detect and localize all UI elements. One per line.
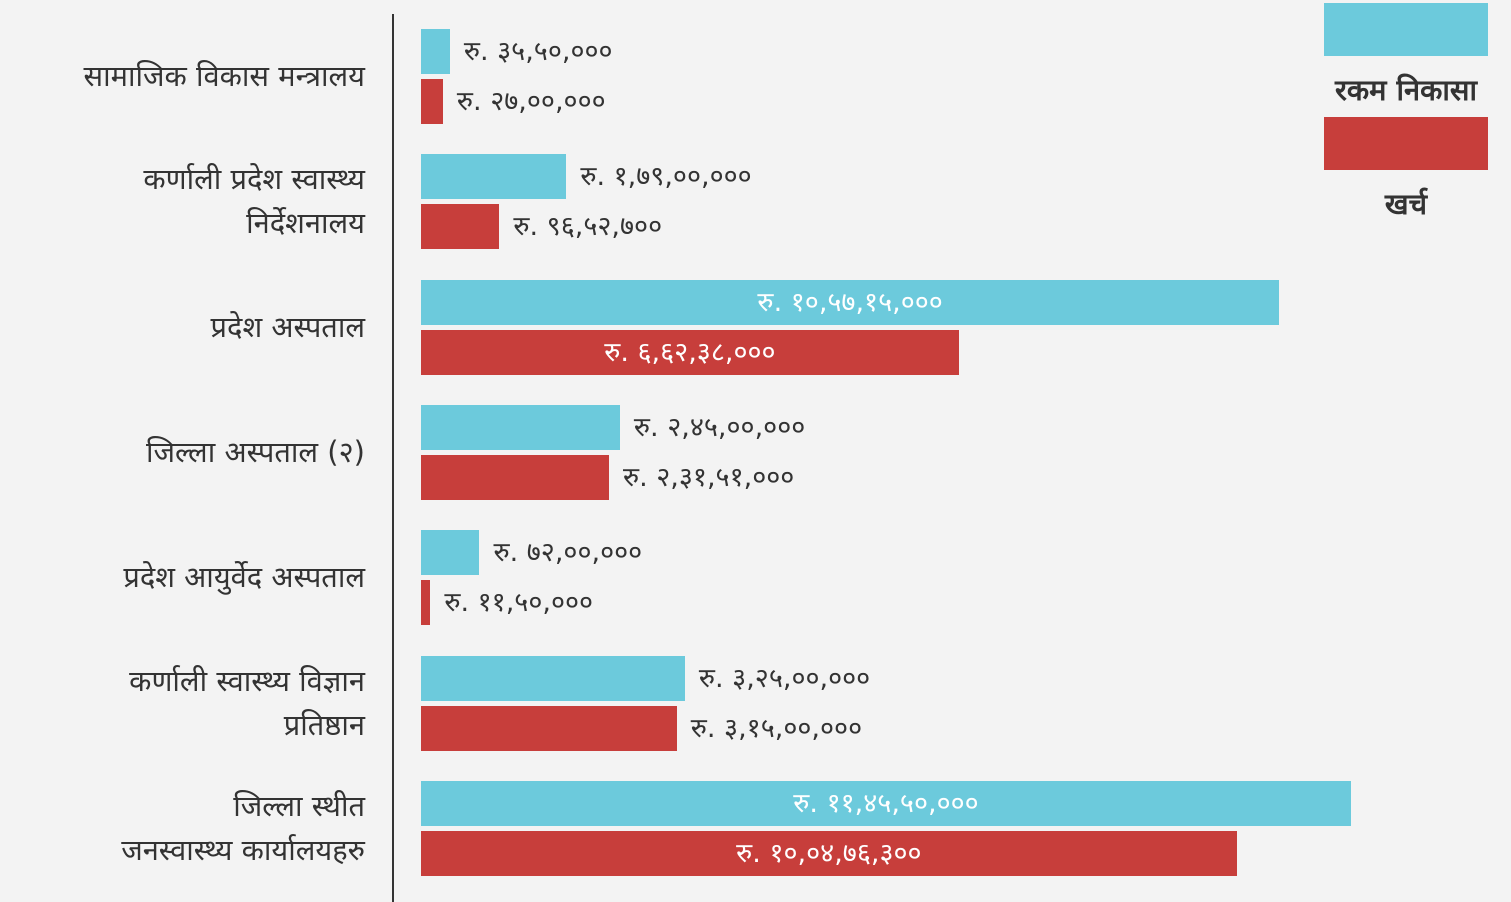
value-label: रु. ९६,५२,७०० — [513, 204, 662, 249]
value-label: रु. २,४५,००,००० — [634, 405, 805, 450]
bar — [421, 455, 609, 500]
axis-line — [392, 14, 394, 902]
bar — [421, 79, 443, 124]
bar — [421, 29, 450, 74]
bar — [421, 204, 499, 249]
value-label: रु. १०,०४,७६,३०० — [421, 831, 1237, 876]
value-label: रु. २७,००,००० — [457, 79, 606, 124]
bar — [421, 706, 677, 751]
category-label: कर्णाली स्वास्थ्य विज्ञान प्रतिष्ठान — [0, 659, 365, 747]
category-label: जिल्ला अस्पताल (२) — [0, 430, 365, 474]
value-label: रु. ३५,५०,००० — [464, 29, 613, 74]
category-label: जिल्ला स्थीत जनस्वास्थ्य कार्यालयहरु — [0, 784, 365, 872]
bar — [421, 405, 620, 450]
category-label: प्रदेश आयुर्वेद अस्पताल — [0, 555, 365, 599]
legend-label: खर्च — [1300, 184, 1511, 223]
value-label: रु. ३,१५,००,००० — [691, 706, 862, 751]
value-label: रु. ११,५०,००० — [444, 580, 593, 625]
bar — [421, 154, 566, 199]
value-label: रु. २,३१,५१,००० — [623, 455, 794, 500]
category-label: सामाजिक विकास मन्त्रालय — [0, 54, 365, 98]
value-label: रु. ७२,००,००० — [493, 530, 642, 575]
value-label: रु. ३,२५,००,००० — [699, 656, 870, 701]
value-label: रु. १०,५७,१५,००० — [421, 280, 1279, 325]
bar — [421, 656, 685, 701]
value-label: रु. १,७९,००,००० — [580, 154, 751, 199]
legend-swatch — [1324, 3, 1488, 56]
category-label: कर्णाली प्रदेश स्वास्थ्य निर्देशनालय — [0, 157, 365, 245]
category-label: प्रदेश अस्पताल — [0, 305, 365, 349]
value-label: रु. ११,४५,५०,००० — [421, 781, 1351, 826]
bar — [421, 530, 479, 575]
legend-label: रकम निकासा — [1300, 70, 1511, 109]
value-label: रु. ६,६२,३८,००० — [421, 330, 959, 375]
legend-swatch — [1324, 117, 1488, 170]
bar — [421, 580, 430, 625]
chart: सामाजिक विकास मन्त्रालय रु. ३५,५०,००० रु. … — [0, 0, 1511, 902]
